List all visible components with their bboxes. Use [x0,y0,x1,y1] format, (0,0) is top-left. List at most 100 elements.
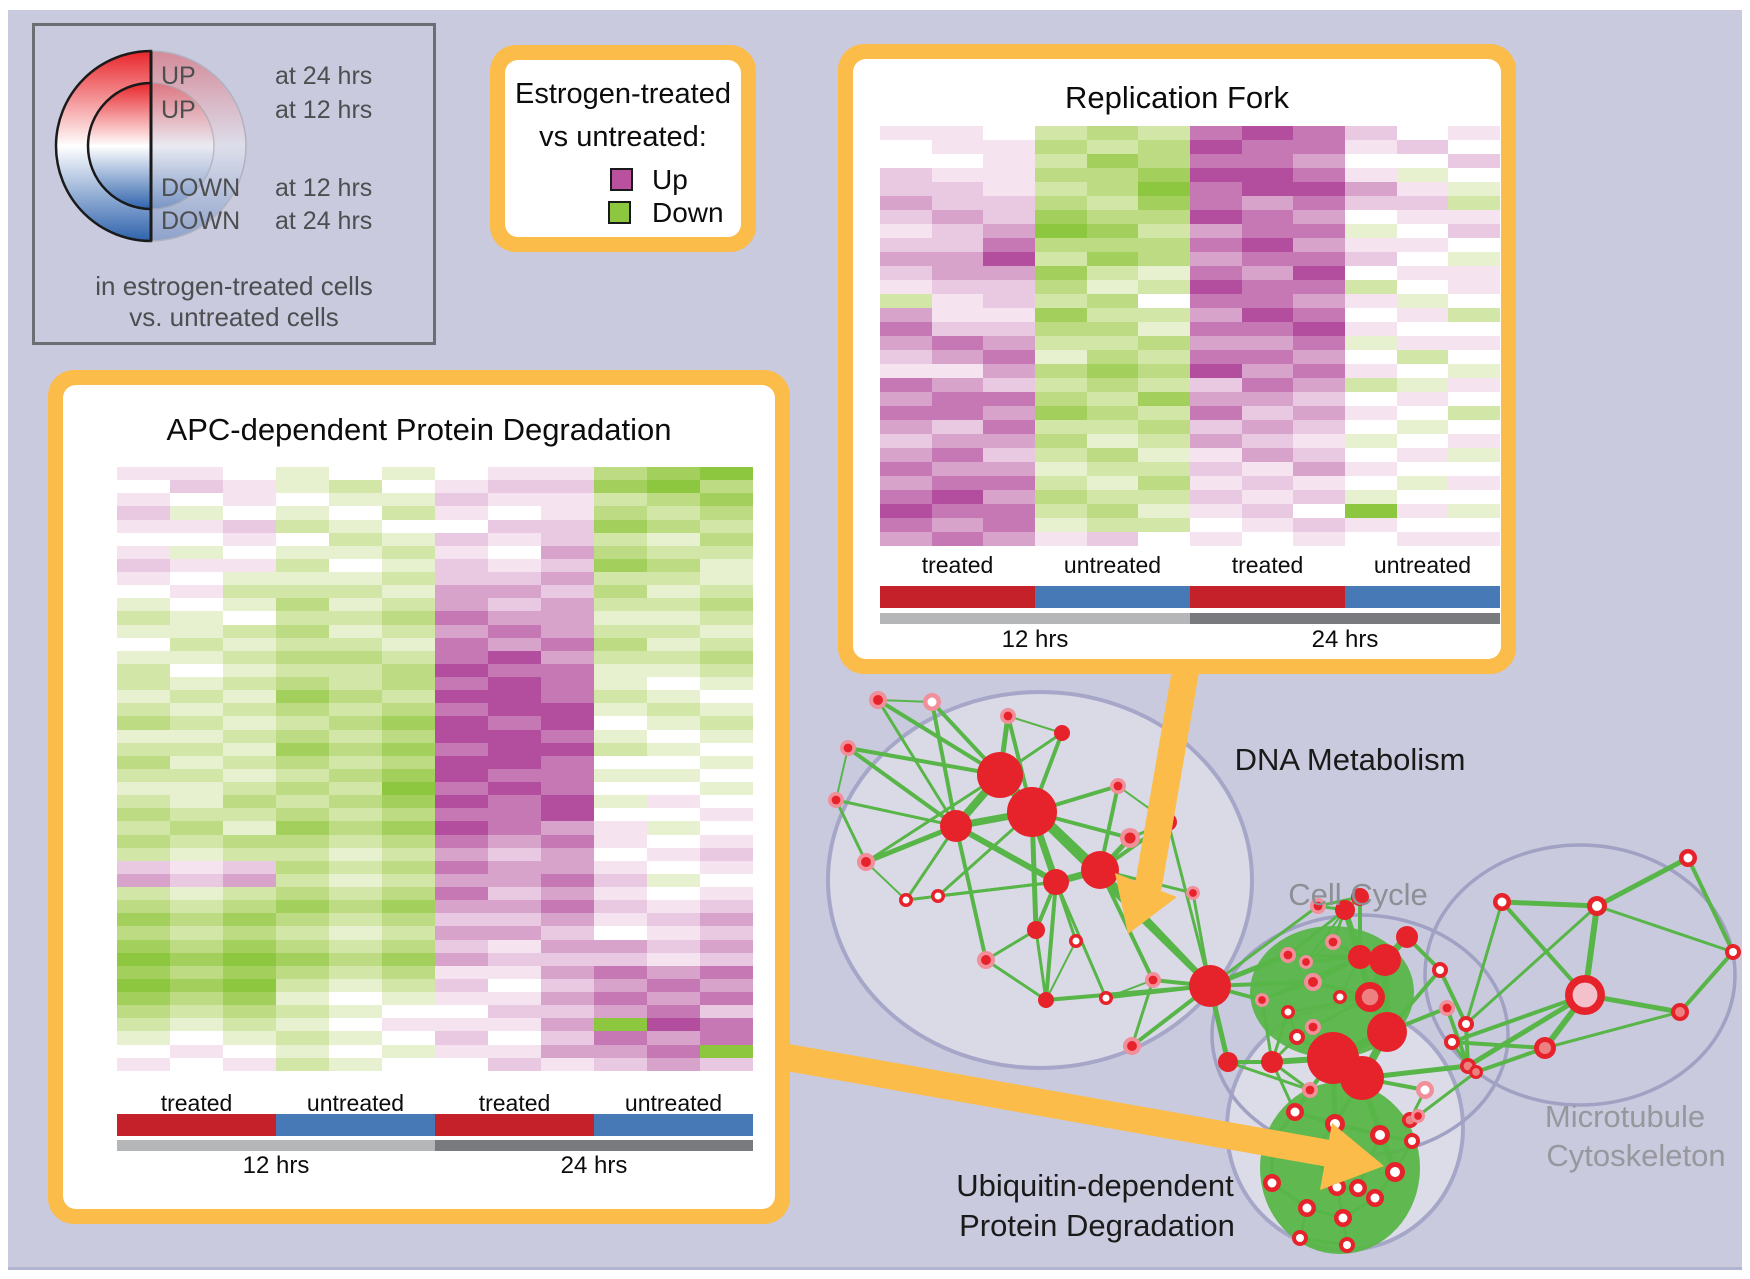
heatmap-row [117,663,753,677]
heatmap-cell [1035,294,1087,308]
heatmap-cell [700,1018,753,1032]
network-edge [1543,1010,1682,1050]
heatmap-cell [117,729,170,743]
heatmap-row [117,1031,753,1045]
network-edge [834,798,868,864]
heatmap-cell [382,467,435,481]
heatmap-cell [276,572,329,586]
heatmap-cell [276,663,329,677]
heatmap-cell [983,196,1036,210]
heatmap-cell [276,887,329,901]
heatmap-cell [276,506,329,520]
heatmap-cell [1293,392,1346,406]
heatmap-cell [1035,504,1087,518]
heatmap-cell [1396,378,1449,392]
network-node-center [1436,966,1444,974]
key-title-line2: vs untreated: [539,121,707,153]
network-node-center [1124,832,1136,844]
heatmap-cell [1086,476,1139,490]
heatmap-cell [276,795,329,809]
heatmap-cell [931,462,984,476]
heatmap-cell [700,965,753,979]
heatmap-cell [700,663,753,677]
heatmap-cell [382,834,435,848]
heatmap-cell [1035,196,1087,210]
heatmap-cell [1396,518,1449,532]
heatmap-cell [983,238,1036,252]
heatmap-cell [647,716,700,730]
heatmap-cell [1293,378,1346,392]
heatmap-cell [170,742,223,756]
heatmap-cell [488,624,541,638]
heatmap-row [880,168,1501,182]
heatmap-cell [1293,406,1346,420]
heatmap-cell [541,755,594,769]
heatmap-cell [488,611,541,625]
heatmap-cell [541,847,594,861]
heatmap-cell [1086,294,1139,308]
heatmap-cell [435,900,488,914]
heatmap-row [880,518,1501,532]
heatmap-cell [931,504,984,518]
heatmap-cell [1293,434,1346,448]
heatmap-cell [170,887,223,901]
heatmap-cell [931,182,984,196]
heatmap-row [117,821,753,835]
heatmap-row [117,795,753,809]
legend-time-12b: at 12 hrs [275,174,373,202]
heatmap-cell [541,939,594,953]
heatmap-cell [382,558,435,572]
heatmap-cell [541,506,594,520]
heatmap-cell [880,406,932,420]
heatmap-cell [1138,266,1191,280]
heatmap-cell [594,1031,647,1045]
heatmap-cell [382,480,435,494]
heatmap-cell [700,847,753,861]
heatmap-cell [931,490,984,504]
heatmap-cell [1138,364,1191,378]
heatmap-cell [594,663,647,677]
heatmap-cell [931,476,984,490]
heatmap-cell [931,126,984,140]
heatmap-cell [488,703,541,717]
heatmap-cell [1190,196,1242,210]
heatmap-cell [223,755,276,769]
heatmap-row [117,873,753,887]
heatmap-cell [435,742,488,756]
heatmap-cell [170,624,223,638]
heatmap-cell [700,690,753,704]
heatmap-row [117,978,753,992]
heatmap-cell [170,821,223,835]
heatmap-cell [931,210,984,224]
heatmap-cell [647,558,700,572]
network-edge [1678,950,1735,1014]
heatmap-cell [170,860,223,874]
heatmap-cell [700,572,753,586]
heatmap-cell [1345,504,1397,518]
heatmap-cell [1345,294,1397,308]
heatmap-row [880,434,1501,448]
heatmap-cell [382,992,435,1006]
heatmap-cell [1138,462,1191,476]
heatmap-cell [382,624,435,638]
heatmap-cell [1396,322,1449,336]
heatmap-cell [488,887,541,901]
heatmap-cell [117,703,170,717]
key-down-label: Down [652,197,724,228]
heatmap-cell [276,624,329,638]
heatmap-cell [329,755,382,769]
heatmap-cell [880,504,932,518]
heatmap-cell [594,847,647,861]
heatmap-cell [1086,280,1139,294]
heatmap-cell [931,336,984,350]
heatmap-cell [1448,364,1501,378]
heatmap-cell [931,308,984,322]
heatmap-cell [329,913,382,927]
heatmap-cell [700,585,753,599]
heatmap-cell [880,476,932,490]
heatmap-cell [1241,448,1294,462]
heatmap-cell [488,716,541,730]
heatmap-cell [1241,532,1294,546]
heatmap-cell [931,154,984,168]
heatmap-cell [983,336,1036,350]
